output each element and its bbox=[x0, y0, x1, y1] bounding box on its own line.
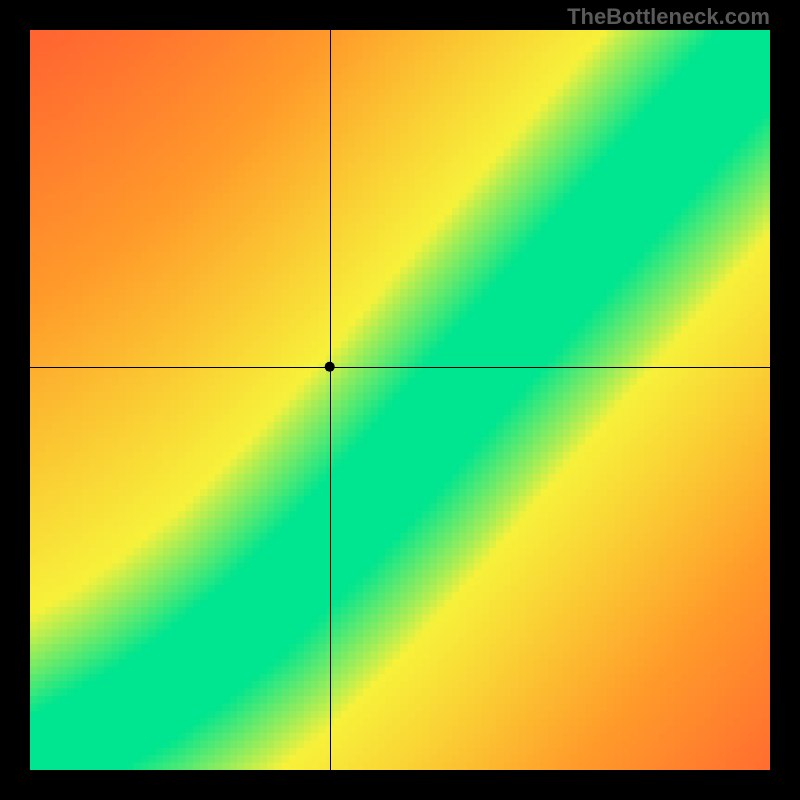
crosshair-overlay bbox=[30, 30, 770, 770]
chart-container: { "source_watermark": { "text": "TheBott… bbox=[0, 0, 800, 800]
source-watermark: TheBottleneck.com bbox=[567, 4, 770, 30]
